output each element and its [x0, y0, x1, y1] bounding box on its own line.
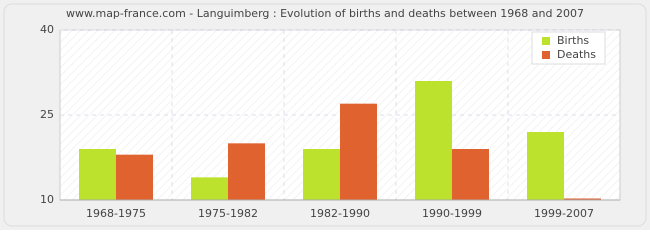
- bar: [415, 81, 452, 200]
- bar: [564, 198, 601, 200]
- bar: [79, 149, 116, 200]
- bar: [191, 177, 228, 200]
- y-tick-label: 10: [40, 193, 54, 206]
- bar: [340, 103, 377, 200]
- legend-swatch: [542, 51, 550, 59]
- bar: [452, 149, 489, 200]
- bar: [228, 143, 265, 200]
- x-tick-label: 1968-1975: [86, 207, 146, 220]
- legend-label: Deaths: [557, 48, 596, 61]
- bar: [527, 132, 564, 200]
- x-tick-label: 1982-1990: [310, 207, 370, 220]
- bar: [303, 149, 340, 200]
- x-tick-label: 1990-1999: [422, 207, 482, 220]
- chart-title: www.map-france.com - Languimberg : Evolu…: [66, 7, 584, 20]
- legend-label: Births: [557, 34, 589, 47]
- y-tick-label: 40: [40, 23, 54, 36]
- legend-swatch: [542, 37, 550, 45]
- y-tick-label: 25: [40, 108, 54, 121]
- chart: www.map-france.com - Languimberg : Evolu…: [0, 0, 650, 230]
- x-tick-label: 1999-2007: [534, 207, 594, 220]
- x-tick-label: 1975-1982: [198, 207, 258, 220]
- bar: [116, 154, 153, 200]
